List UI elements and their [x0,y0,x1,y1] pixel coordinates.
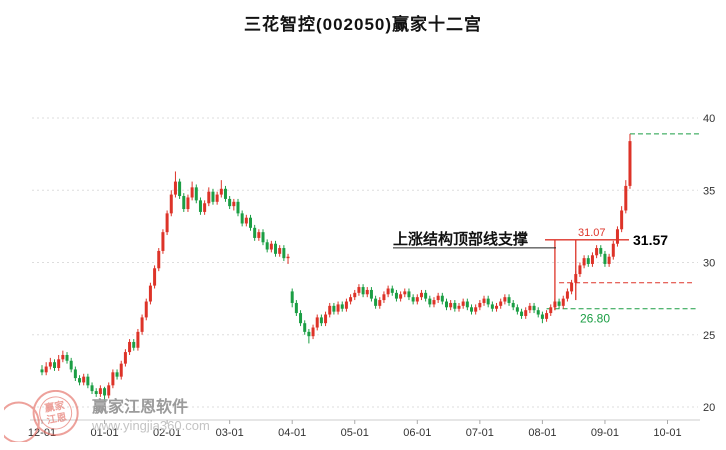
support-zone-lines [554,239,577,311]
svg-text:10-01: 10-01 [653,427,681,439]
svg-text:09-01: 09-01 [591,427,619,439]
svg-text:40: 40 [703,113,715,125]
svg-text:25: 25 [703,330,715,342]
zone-low-price-label: 26.80 [580,312,610,326]
svg-text:08-01: 08-01 [528,427,556,439]
svg-text:35: 35 [703,185,715,197]
svg-text:07-01: 07-01 [466,427,494,439]
candles-series[interactable] [40,133,632,402]
svg-text:04-01: 04-01 [278,427,306,439]
support-price-label: 31.57 [633,232,668,248]
svg-text:12-01: 12-01 [28,427,56,439]
grid [32,117,698,408]
svg-text:20: 20 [703,402,715,414]
svg-text:30: 30 [703,258,715,270]
svg-text:05-01: 05-01 [341,427,369,439]
svg-text:01-01: 01-01 [90,427,118,439]
svg-text:06-01: 06-01 [403,427,431,439]
chart-title: 三花智控(002050)赢家十二宫 [243,15,483,34]
secondary-price-label: 31.07 [578,227,606,239]
y-axis-labels: 20 25 30 35 40 [703,113,715,414]
x-axis-labels: 12-01 01-01 02-01 03-01 04-01 05-01 06-01 07-01… [28,420,682,439]
annotation-support-text: 上涨结构顶部线支撑 [393,230,528,248]
svg-text:03-01: 03-01 [216,427,244,439]
svg-text:02-01: 02-01 [153,427,181,439]
